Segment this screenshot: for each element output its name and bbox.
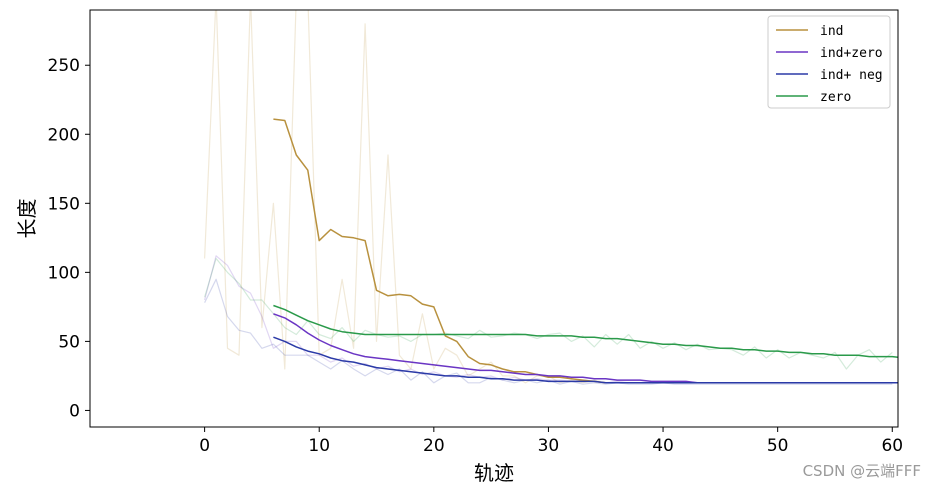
- y-tick-label: 50: [58, 332, 80, 352]
- y-tick-label: 0: [69, 401, 80, 421]
- x-tick-label: 60: [881, 436, 903, 456]
- legend-label: ind+zero: [820, 46, 883, 61]
- plot-frame: [89, 9, 899, 428]
- x-tick-label: 30: [538, 436, 560, 456]
- smoothed-series-layer: [273, 118, 898, 384]
- y-tick-label: 100: [48, 263, 80, 283]
- legend-label: ind+ neg: [820, 68, 883, 83]
- x-tick-label: 20: [423, 436, 445, 456]
- series-line-ind-neg: [273, 336, 898, 384]
- y-axis-title: 长度: [15, 199, 39, 239]
- x-axis-ticks: 0 10 20 30 40 50 60: [199, 427, 903, 456]
- x-tick-label: 10: [308, 436, 330, 456]
- legend-label: zero: [820, 90, 851, 105]
- series-line-ind-zero: [273, 313, 898, 384]
- x-axis-title: 轨迹: [474, 461, 514, 485]
- x-tick-label: 50: [767, 436, 789, 456]
- x-tick-label: 0: [199, 436, 210, 456]
- legend-box: [767, 15, 891, 109]
- y-tick-label: 150: [48, 194, 80, 214]
- series-line-raw-zero: [204, 257, 893, 370]
- y-tick-label: 200: [48, 125, 80, 145]
- x-tick-label: 40: [652, 436, 674, 456]
- series-line-ind: [273, 118, 898, 384]
- y-tick-label: 250: [48, 56, 80, 76]
- series-line-raw-ind-neg: [204, 278, 893, 385]
- y-axis-ticks: 0 50 100 150 200 250: [48, 56, 90, 421]
- watermark-text: CSDN @云端FFF: [802, 462, 921, 480]
- legend-label: ind: [820, 24, 843, 39]
- chart-legend: ind ind+zero ind+ neg zero: [767, 15, 891, 109]
- series-line-zero: [273, 304, 898, 359]
- series-line-raw-ind-zero: [204, 255, 893, 384]
